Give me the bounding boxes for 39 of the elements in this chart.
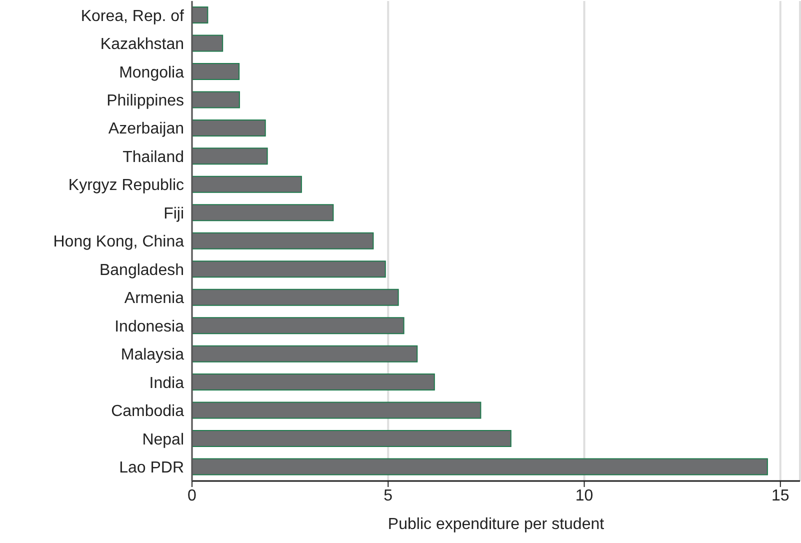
y-tick-label: Indonesia [114, 318, 184, 336]
bar [192, 6, 208, 24]
bar [192, 34, 224, 52]
y-tick-label: Nepal [142, 431, 184, 448]
y-tick-label: Thailand [122, 148, 184, 166]
bar [192, 430, 512, 448]
x-axis-title: Public expenditure per student [388, 516, 605, 533]
bar [192, 458, 768, 476]
bar [192, 204, 334, 222]
bar [192, 176, 302, 193]
y-tick-label: Armenia [124, 290, 184, 308]
y-tick-label: Fiji [164, 205, 184, 222]
y-tick-label: Philippines [106, 92, 184, 110]
y-tick-label: Malaysia [120, 346, 184, 364]
bar [192, 317, 404, 334]
y-tick-label: Cambodia [111, 403, 184, 420]
y-tick-label: Lao PDR [119, 460, 184, 477]
bar [192, 119, 266, 136]
bar [192, 288, 399, 306]
bar [192, 232, 374, 250]
bar [192, 374, 435, 391]
x-tick-label: 5 [384, 487, 393, 504]
bar [192, 91, 240, 108]
y-tick-label: Azerbaijan [108, 120, 184, 138]
y-tick-label: Mongolia [119, 64, 184, 82]
y-tick-label: Bangladesh [99, 262, 184, 279]
x-tick-label: 0 [188, 487, 197, 504]
bar [192, 148, 268, 165]
bar [192, 345, 418, 362]
y-tick-label: Kyrgyz Republic [68, 177, 184, 194]
y-tick-label: Hong Kong, China [53, 234, 184, 251]
x-tick-label: 15 [771, 487, 790, 504]
bar [192, 402, 482, 419]
y-tick-label: Korea, Rep. of [80, 8, 185, 25]
y-tick-label: India [149, 374, 184, 392]
x-tick-label: 10 [575, 487, 594, 504]
y-tick-label: Kazakhstan [100, 36, 184, 54]
bar [192, 62, 240, 80]
bar [192, 260, 386, 278]
